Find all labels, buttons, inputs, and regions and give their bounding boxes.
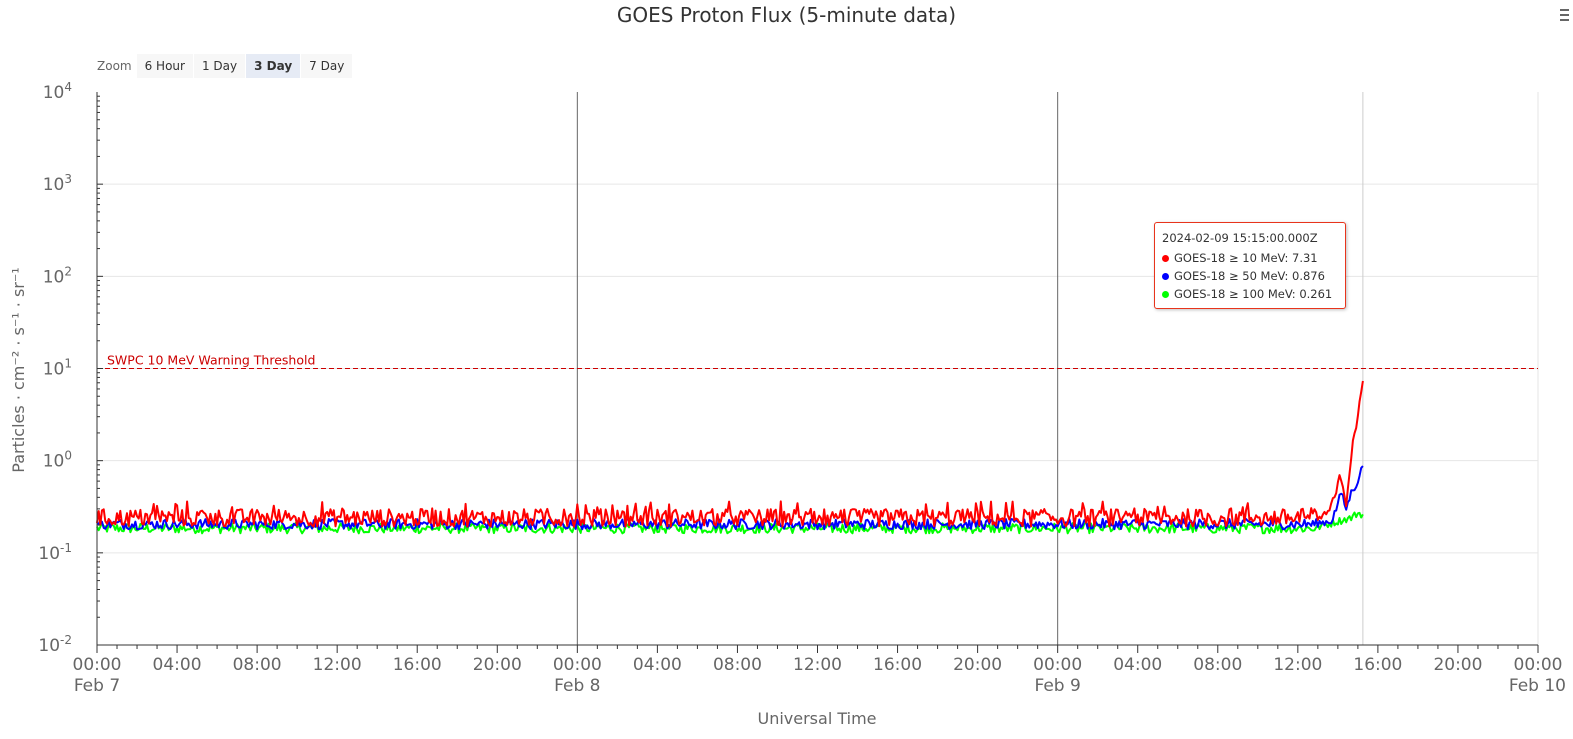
- x-tick-label: 00:00: [1514, 655, 1563, 675]
- tooltip-series-value: 0.876: [1292, 269, 1325, 283]
- threshold-group: SWPC 10 MeV Warning Threshold: [97, 353, 1538, 369]
- x-tick-label: 00:00: [1033, 655, 1082, 675]
- tooltip-row-50mev: GOES-18 ≥ 50 MeV: 0.876: [1162, 267, 1338, 285]
- x-tick-label: 04:00: [633, 655, 682, 675]
- axes: [96, 92, 1539, 653]
- y-tick-label: 101: [43, 357, 72, 380]
- x-tick-label: 12:00: [313, 655, 362, 675]
- x-tick-label: 20:00: [473, 655, 522, 675]
- tooltip-series-label: GOES-18 ≥ 50 MeV: [1174, 269, 1285, 283]
- zoom-3-day-button[interactable]: 3 Day: [246, 53, 301, 78]
- y-tick-label: 103: [43, 172, 72, 195]
- threshold-label: SWPC 10 MeV Warning Threshold: [107, 353, 315, 368]
- zoom-7-day-button[interactable]: 7 Day: [301, 53, 353, 78]
- tooltip-timestamp: 2024-02-09 15:15:00.000Z: [1162, 231, 1318, 245]
- zoom-label: Zoom: [97, 58, 132, 73]
- chart-menu-icon[interactable]: [1557, 6, 1571, 22]
- y-tick-label: 102: [43, 264, 72, 287]
- x-tick-label: 08:00: [713, 655, 762, 675]
- tooltip-series-value: 7.31: [1292, 251, 1318, 265]
- x-tick-label: 04:00: [1113, 655, 1162, 675]
- x-tick-label: 12:00: [1273, 655, 1322, 675]
- tooltip-series-label: GOES-18 ≥ 100 MeV: [1174, 287, 1292, 301]
- x-day-label: Feb 8: [554, 676, 600, 696]
- hover-tooltip: 2024-02-09 15:15:00.000Z GOES-18 ≥ 10 Me…: [1154, 222, 1346, 309]
- x-tick-label: 20:00: [1433, 655, 1482, 675]
- x-axis-label: Universal Time: [757, 709, 876, 728]
- zoom-bar: Zoom 6 Hour 1 Day 3 Day 7 Day: [97, 53, 353, 78]
- x-tick-label: 16:00: [393, 655, 442, 675]
- tooltip-row-100mev: GOES-18 ≥ 100 MeV: 0.261: [1162, 285, 1338, 303]
- x-day-label: Feb 7: [74, 676, 120, 696]
- x-tick-label: 16:00: [1353, 655, 1402, 675]
- x-tick-label: 08:00: [1193, 655, 1242, 675]
- x-tick-label: 08:00: [233, 655, 282, 675]
- x-day-label: Feb 9: [1035, 676, 1081, 696]
- tooltip-series-value: 0.261: [1299, 287, 1333, 301]
- y-tick-label: 100: [43, 449, 72, 472]
- x-tick-label: 20:00: [953, 655, 1002, 675]
- x-tick-label: 16:00: [873, 655, 922, 675]
- y-tick-label: 104: [43, 80, 72, 103]
- x-tick-label: 00:00: [553, 655, 602, 675]
- tooltip-row-10mev: GOES-18 ≥ 10 MeV: 7.31: [1162, 249, 1338, 267]
- series-dot-icon: [1162, 255, 1169, 262]
- y-tick-label: 10-1: [38, 541, 72, 564]
- zoom-6-hour-button[interactable]: 6 Hour: [136, 53, 193, 78]
- series-dot-icon: [1162, 291, 1169, 298]
- series-dot-icon: [1162, 273, 1169, 280]
- y-tick-labels: 104 103 102 101 100 10-1 10-2: [38, 80, 72, 656]
- zoom-1-day-button[interactable]: 1 Day: [193, 53, 246, 78]
- x-tick-label: 00:00: [73, 655, 122, 675]
- x-day-label: Feb 10: [1509, 676, 1566, 696]
- y-tick-label: 10-2: [38, 633, 72, 656]
- series-line-50mev: [96, 465, 1364, 531]
- x-tick-labels: 00:00 04:00 08:00 12:00 16:00 20:00 00:00 04:00…: [73, 655, 1567, 696]
- y-axis-label: Particles · cm⁻² · s⁻¹ · sr⁻¹: [9, 267, 28, 472]
- tooltip-series-label: GOES-18 ≥ 10 MeV: [1174, 251, 1285, 265]
- series-lines: [96, 380, 1364, 535]
- series-line-10mev: [96, 380, 1364, 528]
- x-tick-label: 04:00: [153, 655, 202, 675]
- chart-title: GOES Proton Flux (5-minute data): [616, 3, 957, 27]
- x-tick-label: 12:00: [793, 655, 842, 675]
